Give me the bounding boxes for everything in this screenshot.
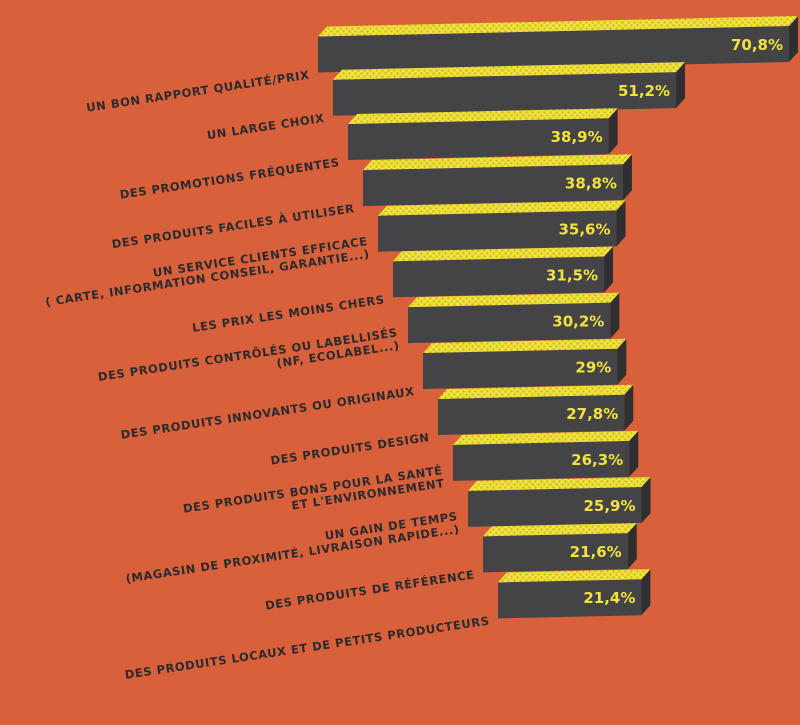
bar-8 xyxy=(423,338,627,390)
bar-front-face xyxy=(453,440,630,481)
bar-front-face xyxy=(468,487,642,527)
bar-3 xyxy=(348,108,618,160)
bar-front-face xyxy=(333,72,677,116)
bar-6 xyxy=(393,246,614,298)
bar-front-face xyxy=(438,394,625,435)
bar-front-face xyxy=(483,533,628,573)
bar-top-face xyxy=(498,569,651,583)
category-label: DES PRODUITS DESIGN xyxy=(270,430,431,468)
value-label: 21,6% xyxy=(570,543,622,561)
bar-side-face xyxy=(617,338,627,385)
bar-top-face xyxy=(333,62,686,80)
bar-7 xyxy=(408,292,620,344)
bar-1 xyxy=(318,16,798,73)
bar-9 xyxy=(438,384,634,435)
bar-top-face xyxy=(408,292,620,308)
category-label: DES PRODUITS INNOVANTS OU ORIGINAUX xyxy=(120,384,416,442)
bar-front-face xyxy=(363,164,623,207)
category-label: UN BON RAPPORT QUALITÉ/PRIX xyxy=(85,67,310,115)
bar-side-face xyxy=(616,200,626,247)
bar-top-face xyxy=(438,384,634,399)
bar-top-face xyxy=(453,430,639,445)
category-label: UN SERVICE CLIENTS EFFICACE( CARTE, INFO… xyxy=(42,234,370,309)
category-label: DES PROMOTIONS FRÉQUENTES xyxy=(119,154,341,202)
bar-side-face xyxy=(622,154,632,201)
bar-13 xyxy=(498,569,651,619)
bar-front-face xyxy=(318,26,789,73)
bar-11 xyxy=(468,477,651,527)
value-label: 30,2% xyxy=(552,313,604,331)
bar-top-face xyxy=(378,200,626,216)
value-label: 51,2% xyxy=(618,82,670,100)
bar-front-face xyxy=(423,348,618,390)
bar-side-face xyxy=(624,384,634,431)
bar-side-face xyxy=(604,246,614,293)
bar-4 xyxy=(363,154,632,207)
bar-side-face xyxy=(676,62,686,109)
category-label: DES PRODUITS LOCAUX ET DE PETITS PRODUCT… xyxy=(124,614,491,682)
bar-top-face xyxy=(318,16,798,37)
category-label: UN GAIN DE TEMPS(MAGASIN DE PROXIMITÉ, L… xyxy=(123,509,461,586)
bar-top-face xyxy=(483,523,637,537)
bar-10 xyxy=(453,430,639,481)
bar-side-face xyxy=(608,108,618,155)
bar-side-face xyxy=(627,523,637,570)
bar-top-face xyxy=(423,338,627,354)
bar-top-face xyxy=(393,246,614,262)
bar-side-face xyxy=(641,569,651,616)
bar-top-face xyxy=(348,108,618,124)
category-label: DES PRODUITS CONTRÔLÉS OU LABELLISÉS(NF,… xyxy=(97,324,401,396)
category-label: LES PRIX LES MOINS CHERS xyxy=(191,292,385,335)
bar-side-face xyxy=(610,292,620,339)
bar-2 xyxy=(333,62,686,116)
bar-side-face xyxy=(789,16,798,62)
value-label: 27,8% xyxy=(566,405,618,423)
category-label: DES PRODUITS DE RÉFÉRENCE xyxy=(264,566,475,612)
bar-front-face xyxy=(378,210,617,252)
bar-5 xyxy=(378,200,626,252)
value-label: 29% xyxy=(575,359,611,377)
bar-side-face xyxy=(641,477,651,523)
value-label: 25,9% xyxy=(583,497,635,515)
value-label: 38,8% xyxy=(565,174,617,192)
bar-top-face xyxy=(468,477,651,491)
bar-top-face xyxy=(363,154,632,171)
category-label: UN LARGE CHOIX xyxy=(206,111,325,142)
value-label: 35,6% xyxy=(558,220,610,238)
value-label: 70,8% xyxy=(731,36,783,54)
bar-front-face xyxy=(498,579,642,619)
bar-front-face xyxy=(408,302,611,344)
bar-front-face xyxy=(348,118,609,160)
value-label: 21,4% xyxy=(583,589,635,607)
bar-front-face xyxy=(393,256,605,298)
value-label: 26,3% xyxy=(571,451,623,469)
bar-12 xyxy=(483,523,637,573)
value-label: 38,9% xyxy=(551,128,603,146)
bar-side-face xyxy=(629,430,639,477)
value-label: 31,5% xyxy=(546,267,598,285)
